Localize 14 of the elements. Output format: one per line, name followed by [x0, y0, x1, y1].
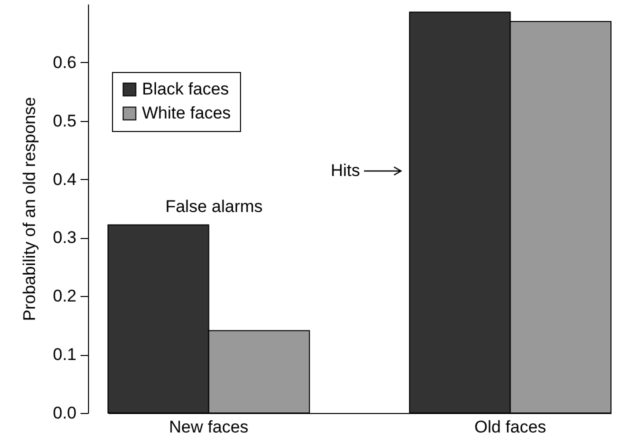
y-tick-label: 0.6	[52, 52, 76, 72]
x-tick-label: Old faces	[474, 418, 546, 436]
y-tick-label: 0.0	[52, 404, 76, 422]
y-tick-label: 0.5	[52, 111, 76, 130]
legend-label: Black faces	[142, 80, 229, 98]
y-tick-label: 0.4	[52, 170, 76, 189]
y-tick-label: 0.1	[52, 345, 76, 364]
annotation: False alarms	[165, 197, 263, 216]
annotation: Hits	[330, 161, 360, 180]
y-axis-title: Probability of an old response	[20, 97, 39, 321]
y-tick-label: 0.3	[52, 228, 76, 248]
y-tick-label: 0.2	[52, 286, 76, 306]
x-tick-label: New faces	[169, 418, 248, 436]
legend-label: White faces	[142, 104, 231, 122]
